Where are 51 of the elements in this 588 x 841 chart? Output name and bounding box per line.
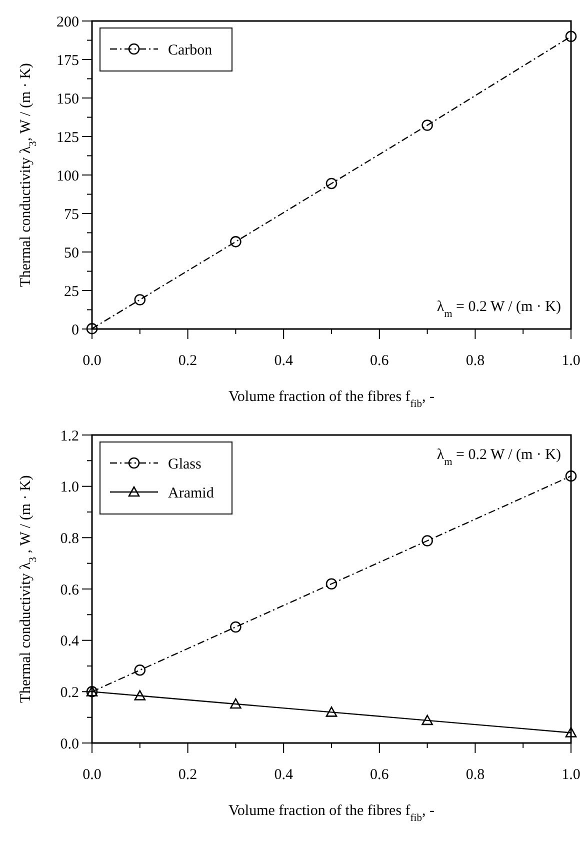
point: [565, 470, 577, 482]
y-tick-label: 25: [64, 284, 79, 300]
y-tick-label: 200: [56, 14, 79, 30]
point: [326, 578, 338, 590]
y-tick-label: 100: [56, 168, 79, 184]
x-tick-label: 1.0: [562, 767, 580, 783]
point: [565, 30, 577, 42]
y-tick-label: 0.6: [60, 582, 80, 598]
x-tick-label: 0.0: [82, 353, 102, 369]
x-tick-label: 0.2: [178, 353, 198, 369]
point: [326, 178, 338, 190]
point: [422, 535, 433, 546]
annotation: λ$_{m}$ = 0.2 W / (m · K): [436, 447, 561, 468]
y-tick-label: 1.0: [60, 480, 79, 496]
x-tick-label: 0.8: [466, 767, 485, 783]
x-tick-label: 0.2: [178, 767, 198, 783]
point: [230, 698, 242, 709]
legend-label: Carbon: [168, 42, 213, 58]
point: [422, 120, 433, 131]
x-axis-title: Volume fraction of the fibres f$_{fib}$, -: [228, 803, 434, 824]
x-tick-label: 1.0: [562, 353, 580, 369]
y-tick-label: 1.2: [60, 428, 79, 444]
x-tick-label: 0.6: [370, 767, 390, 783]
x-tick-label: 0.8: [466, 353, 485, 369]
point: [422, 714, 433, 726]
y-tick-label: 0.2: [60, 684, 79, 701]
point: [134, 690, 146, 700]
point: [565, 727, 577, 738]
x-tick-label: 0.0: [82, 767, 102, 783]
x-axis-title: Volume fraction of the fibres f$_{fib}$, -: [228, 389, 434, 410]
legend-label: Aramid: [168, 485, 214, 502]
point: [326, 706, 338, 717]
point: [230, 236, 242, 248]
y-tick-label: 125: [56, 130, 79, 146]
point: [86, 323, 98, 334]
x-tick-label: 0.4: [274, 353, 294, 369]
y-tick-label: 0.0: [60, 736, 79, 752]
x-tick-label: 0.4: [274, 767, 294, 783]
point: [134, 294, 146, 306]
y-tick-label: 75: [64, 206, 79, 223]
y-tick-label: 50: [64, 245, 79, 262]
annotation: λ$_{m}$ = 0.2 W / (m · K): [436, 299, 561, 320]
point: [134, 664, 146, 676]
x-tick-label: 0.6: [370, 353, 390, 369]
y-tick-label: 0.4: [60, 634, 80, 650]
point: [230, 621, 242, 633]
y-tick-label: 0: [72, 322, 79, 338]
y-tick-label: 175: [56, 52, 79, 69]
y-tick-label: 0.8: [60, 530, 79, 547]
y-tick-label: 150: [56, 91, 79, 108]
legend-label: Glass: [168, 456, 202, 472]
